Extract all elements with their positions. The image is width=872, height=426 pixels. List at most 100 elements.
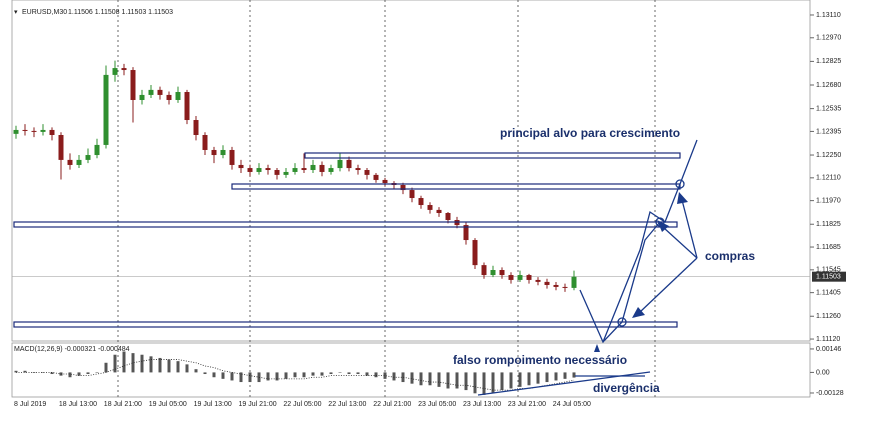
macd-bar (194, 369, 198, 373)
y-tick-label: 1.12110 (816, 175, 841, 182)
x-tick-label: 19 Jul 13:00 (194, 401, 232, 408)
candle-body (274, 170, 280, 175)
candle-body (490, 269, 496, 276)
plot: 1.13110 1.12970 1.12825 1.12680 1.12535 1.123… (12, 12, 846, 408)
y-tick-label: 1.12970 (816, 35, 841, 42)
candle-body (85, 155, 91, 160)
macd-bar (365, 372, 369, 376)
macd-panel (11, 342, 811, 398)
y-tick-label: 1.12825 (816, 58, 841, 65)
macd-bar (95, 372, 99, 373)
macd-bar (311, 372, 315, 376)
macd-bar (401, 372, 405, 383)
y-tick-label: -0.00128 (816, 390, 844, 397)
macd-bar (239, 372, 243, 383)
candle-body (553, 284, 559, 287)
annotation: divergência (593, 381, 660, 395)
macd-bar (383, 372, 387, 379)
x-tick-label: 23 Jul 13:00 (463, 401, 501, 408)
candle-body (58, 134, 64, 160)
candle-body (346, 159, 352, 169)
y-tick-label: 1.11685 (816, 244, 841, 251)
candle-body (283, 171, 289, 175)
macd-bar (410, 372, 414, 384)
candle-body (544, 281, 550, 285)
candle-body (121, 68, 127, 71)
candle-body (229, 149, 235, 165)
candle-body (103, 74, 109, 145)
y-tick-label: 1.12680 (816, 82, 841, 89)
candle-body (220, 149, 226, 156)
period-separators (117, 0, 656, 397)
macd-bar (122, 351, 126, 373)
y-tick-label: 1.11970 (816, 197, 841, 204)
macd-bar (374, 372, 378, 378)
x-tick-label: 19 Jul 05:00 (149, 401, 187, 408)
current-price-label: 1.11503 (816, 274, 841, 281)
candle-body (463, 225, 469, 241)
x-tick-label: 24 Jul 05:00 (553, 401, 591, 408)
macd-bar (464, 372, 468, 391)
candle-body (427, 205, 433, 210)
candle-body (535, 279, 541, 282)
macd-bar (131, 353, 135, 373)
candle-body (355, 168, 361, 171)
macd-bar (41, 372, 45, 373)
x-tick-label: 22 Jul 21:00 (373, 401, 411, 408)
macd-bar (293, 372, 297, 378)
ohlc-display: 1.11506 1.11508 1.11503 1.11503 (68, 9, 173, 16)
candle-body (499, 269, 505, 276)
candle-body (418, 198, 424, 206)
macd-bar (284, 372, 288, 379)
y-tick-label: 1.11260 (816, 313, 841, 320)
y-tick-label: 1.11120 (816, 336, 840, 343)
macd-bar (68, 372, 72, 378)
candle-body (481, 265, 487, 276)
macd-bar (230, 372, 234, 381)
candle-body (508, 275, 514, 280)
candle-body (112, 68, 118, 75)
candle-body (202, 134, 208, 150)
y-tick-label: 0.00146 (816, 346, 841, 353)
macd-bar (221, 372, 225, 379)
candle-body (148, 89, 154, 95)
candle-body (67, 159, 73, 165)
macd-bar (545, 372, 549, 383)
macd-bar (140, 354, 144, 373)
candle-body (319, 164, 325, 172)
candle-body (49, 129, 55, 135)
y-tick-label: 0.00 (816, 369, 830, 376)
macd-bar (248, 372, 252, 383)
candle-body (166, 94, 172, 100)
macd-bar (554, 372, 558, 381)
macd-bar (392, 372, 396, 381)
macd-bar (527, 372, 531, 386)
x-tick-label: 23 Jul 21:00 (508, 401, 546, 408)
candle-body (409, 190, 415, 199)
candle-body (175, 92, 181, 100)
x-tick-label: 18 Jul 21:00 (104, 401, 142, 408)
annotation: compras (705, 249, 755, 263)
annotation-shapes (13, 139, 698, 396)
macd-bar (482, 372, 486, 395)
candle-body (238, 164, 244, 169)
macd-bar (113, 354, 117, 373)
macd-bar (419, 372, 423, 386)
macd-label: MACD(12,26,9) -0.000321 -0.000484 (14, 346, 130, 353)
y-tick-label: 1.11825 (816, 221, 841, 228)
y-tick-label: 1.13110 (816, 12, 841, 19)
macd-bar (509, 372, 513, 389)
candle-body (22, 129, 28, 131)
current-price-box (812, 271, 846, 282)
x-tick-label: 19 Jul 21:00 (239, 401, 277, 408)
candle-body (292, 168, 298, 172)
macd-bar (14, 370, 18, 373)
candle-body (310, 164, 316, 171)
candle-body (382, 179, 388, 184)
macd-bar (329, 372, 333, 375)
candle-body (328, 168, 334, 172)
macd-bar (491, 372, 495, 394)
candle-body (40, 129, 46, 132)
macd-bar (50, 372, 54, 375)
macd-bar (203, 372, 207, 375)
